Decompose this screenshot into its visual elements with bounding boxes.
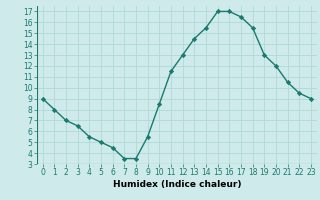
X-axis label: Humidex (Indice chaleur): Humidex (Indice chaleur) [113, 180, 241, 189]
